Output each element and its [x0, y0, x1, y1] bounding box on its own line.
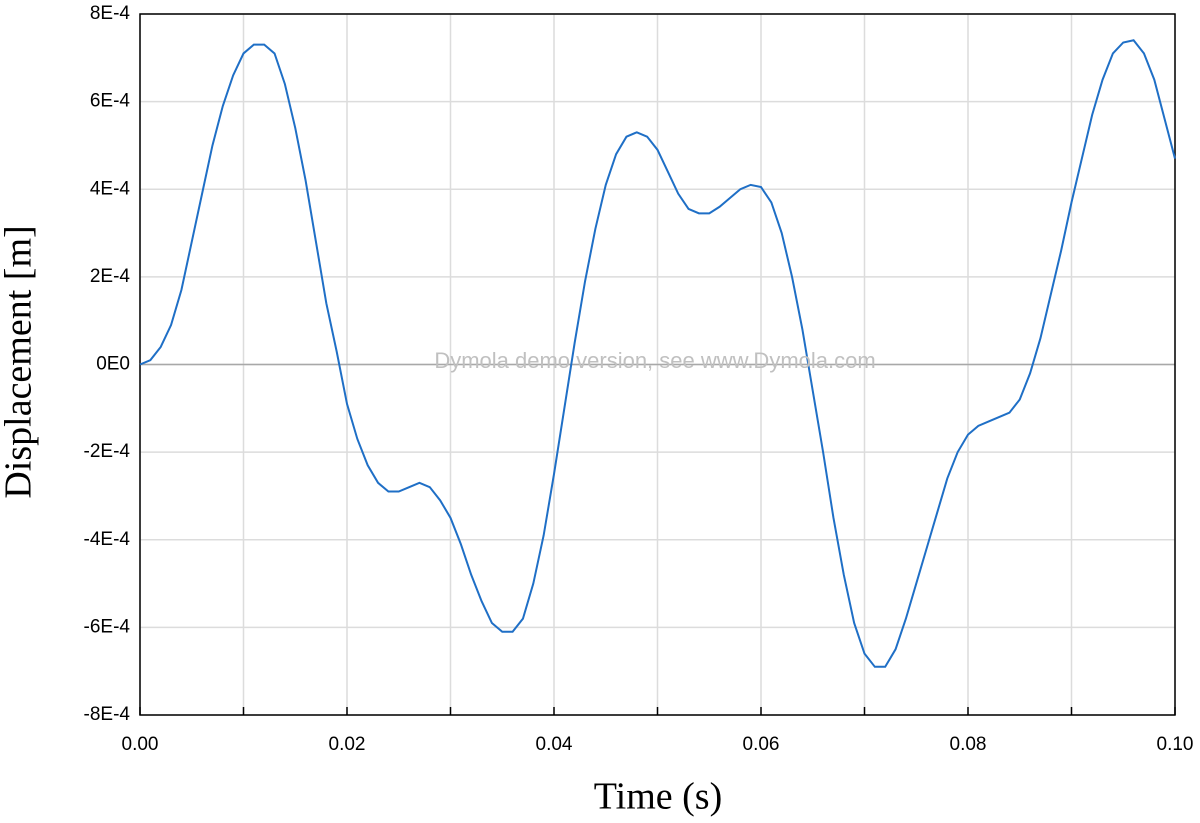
y-axis-title: Displacement [m]: [0, 225, 40, 498]
x-axis-title: Time (s): [594, 776, 722, 818]
y-tick-label: 0E0: [96, 354, 130, 375]
x-tick-label: 0.00: [122, 734, 159, 755]
watermark: Dymola demo version, see www.Dymola.com: [434, 348, 875, 373]
x-tick-label: 0.06: [743, 734, 780, 755]
y-tick-label: 2E-4: [90, 266, 131, 287]
y-tick-label: 8E-4: [90, 3, 131, 24]
data-line: [139, 39, 1176, 668]
y-tick-label: -2E-4: [84, 441, 131, 462]
x-tick-label: 0.04: [536, 734, 573, 755]
x-tick-label: 0.08: [950, 734, 987, 755]
y-tick-label: 6E-4: [90, 91, 131, 112]
y-tick-label: -6E-4: [84, 616, 131, 637]
y-tick-label: -4E-4: [84, 529, 131, 550]
y-tick-label: 4E-4: [90, 178, 131, 199]
x-tick-label: 0.02: [329, 734, 366, 755]
x-tick-label: 0.10: [1157, 734, 1194, 755]
y-tick-label: -8E-4: [84, 704, 131, 725]
